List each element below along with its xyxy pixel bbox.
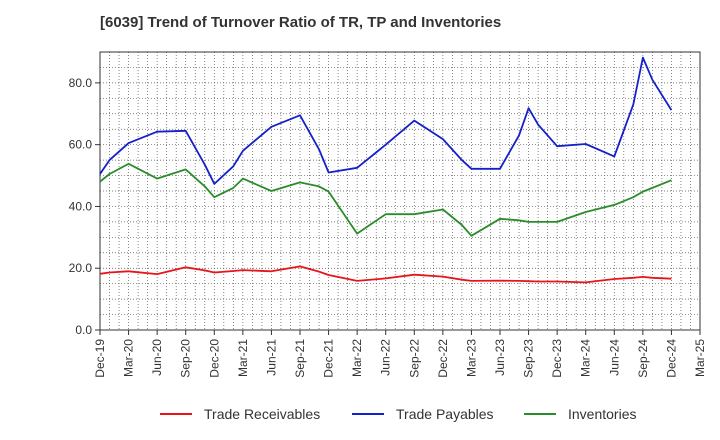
x-tick-label: Mar-23: [464, 339, 478, 377]
chart-title: [6039] Trend of Turnover Ratio of TR, TP…: [100, 14, 502, 31]
series-line-trade-payables: [99, 56, 673, 185]
x-tick-label: Jun-23: [493, 339, 507, 376]
x-tick-label: Jun-24: [607, 339, 621, 376]
x-tick-label: Mar-20: [122, 339, 136, 377]
y-tick-label: 20.0: [69, 261, 93, 275]
x-tick-label: Dec-19: [93, 339, 107, 378]
x-tick-label: Sep-22: [407, 339, 421, 378]
x-tick-label: Dec-23: [550, 339, 564, 378]
y-tick-label: 40.0: [69, 199, 93, 213]
x-tick-label: Sep-21: [293, 339, 307, 378]
y-tick-label: 0.0: [75, 323, 92, 337]
x-tick-label: Sep-24: [636, 339, 650, 378]
y-tick-label: 80.0: [69, 76, 93, 90]
x-tick-label: Jun-21: [264, 339, 278, 376]
series-line-inventories: [99, 162, 672, 237]
grid: [100, 52, 700, 330]
x-tick-label: Jun-20: [150, 339, 164, 376]
x-tick-label: Mar-24: [579, 339, 593, 377]
series-lines: [99, 56, 673, 284]
legend-label: Inventories: [568, 406, 636, 422]
legend-label: Trade Payables: [396, 406, 494, 422]
x-tick-label: Dec-20: [207, 339, 221, 378]
x-tick-label: Sep-20: [179, 339, 193, 378]
x-tick-label: Jun-22: [379, 339, 393, 376]
legend: Trade Receivables Trade Payables Inventori…: [160, 406, 636, 422]
x-tick-label: Dec-21: [322, 339, 336, 378]
axes: 0.0 20.0 40.0 60.0 80.0 Dec-19 Mar-20 Jun-20 Sep…: [69, 51, 707, 378]
x-tick-label: Dec-24: [664, 339, 678, 378]
x-tick-label: Sep-23: [522, 339, 536, 378]
legend-label: Trade Receivables: [204, 406, 320, 422]
series-line-trade-receivables: [99, 265, 672, 284]
x-tick-label: Mar-25: [693, 339, 707, 377]
y-tick-label: 60.0: [69, 138, 93, 152]
x-tick-label: Mar-22: [350, 339, 364, 377]
x-tick-label: Dec-22: [436, 339, 450, 378]
plot-frame: [99, 51, 701, 331]
x-tick-label: Mar-21: [236, 339, 250, 377]
